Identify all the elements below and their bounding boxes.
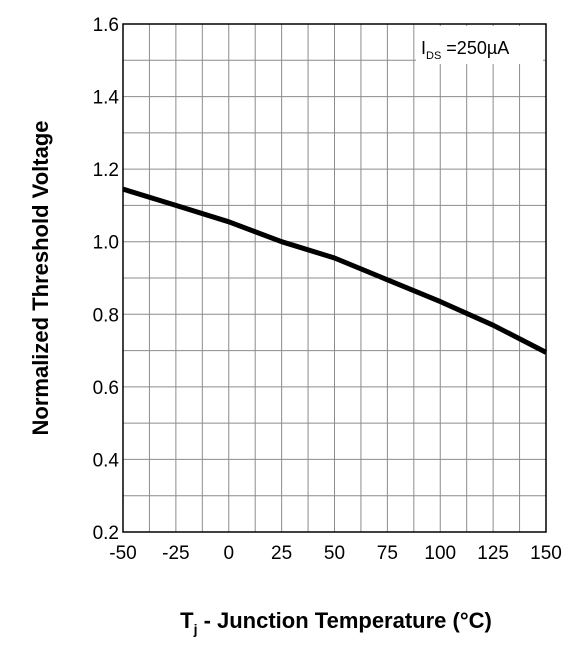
y-tick-label: 1.6 — [93, 15, 119, 36]
plot-frame — [122, 23, 547, 533]
annotation-subscript: DS — [426, 50, 441, 62]
y-tick-labels: 0.2 0.4 0.6 0.8 1.0 1.2 1.4 1.6 — [93, 15, 120, 544]
y-tick-label: 0.8 — [93, 305, 119, 326]
x-tick-label: -50 — [109, 543, 136, 564]
y-tick-label: 0.6 — [93, 378, 119, 399]
y-tick-label: 1.4 — [93, 88, 120, 109]
x-tick-label: 125 — [477, 543, 509, 564]
x-tick-label: 0 — [223, 543, 234, 564]
y-tick-label: 1.2 — [93, 160, 119, 181]
annotation-main: I — [421, 38, 426, 58]
y-axis-title: Normalized Threshold Voltage — [28, 121, 53, 436]
grid — [123, 24, 546, 532]
x-tick-label: 75 — [377, 543, 398, 564]
annotation-label: IDS =250µA — [421, 38, 509, 62]
x-tick-label: -25 — [162, 543, 189, 564]
x-tick-label: 25 — [271, 543, 292, 564]
y-tick-label: 0.2 — [93, 523, 119, 544]
annotation-rest: =250µA — [441, 38, 509, 58]
x-tick-label: 50 — [324, 543, 345, 564]
x-tick-label: 150 — [530, 543, 562, 564]
x-axis-title: Tj - Junction Temperature (°C) — [180, 608, 492, 637]
series-layer — [122, 186, 548, 355]
x-axis-title-rest: - Junction Temperature (°C) — [197, 608, 491, 633]
annotation-box: IDS =250µA — [416, 26, 543, 64]
y-tick-label: 0.4 — [93, 450, 120, 471]
x-axis-title-subscript: j — [193, 621, 198, 637]
y-tick-label: 1.0 — [93, 233, 119, 254]
series-line-0 — [122, 186, 548, 355]
x-axis-title-main: T — [180, 608, 194, 633]
x-tick-labels: -50 -25 0 25 50 75 100 125 150 — [109, 543, 562, 564]
x-tick-label: 100 — [424, 543, 456, 564]
